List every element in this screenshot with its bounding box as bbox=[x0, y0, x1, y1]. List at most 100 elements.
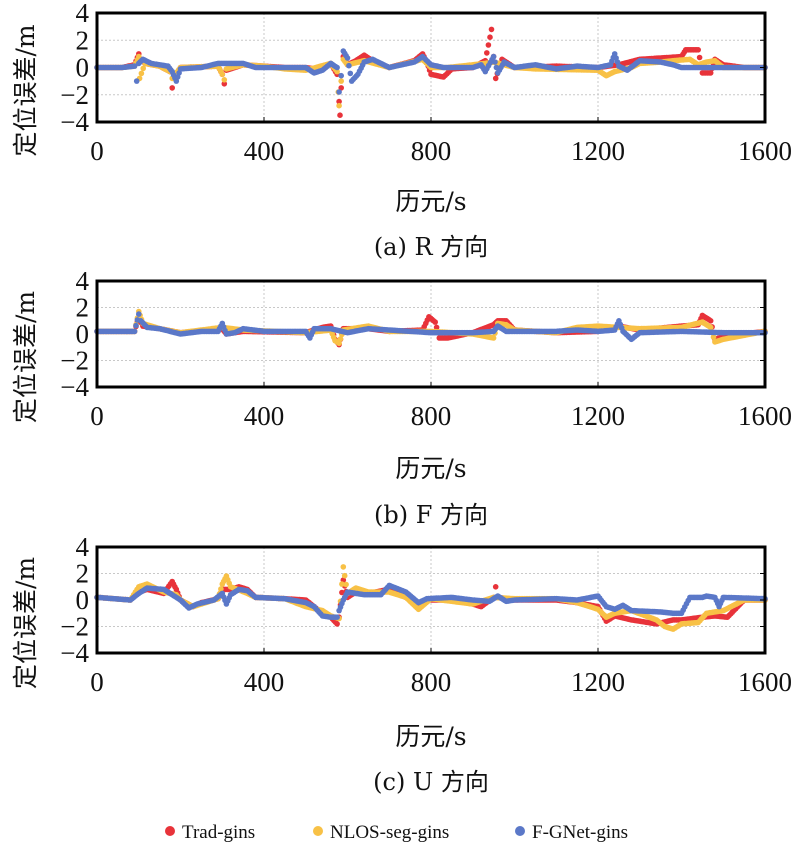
data-point bbox=[432, 319, 439, 325]
data-point bbox=[140, 65, 146, 72]
data-point bbox=[710, 334, 717, 340]
y-tick-labels: 420−2−4 bbox=[60, 0, 89, 137]
y-tick-label: −2 bbox=[60, 346, 89, 376]
data-point bbox=[169, 85, 175, 91]
legend-label: F-GNet-gins bbox=[532, 822, 628, 843]
x-tick-label: 0 bbox=[90, 401, 104, 431]
data-point bbox=[221, 77, 228, 83]
data-point bbox=[338, 78, 345, 84]
y-tick-label: −4 bbox=[60, 372, 89, 402]
data-point bbox=[343, 581, 349, 588]
legend-item-f-gnet-gins: F-GNet-gins bbox=[515, 822, 628, 843]
data-points bbox=[94, 308, 768, 348]
x-tick-label: 800 bbox=[411, 667, 452, 697]
data-points bbox=[94, 564, 768, 632]
legend-marker-icon bbox=[165, 826, 175, 836]
data-point bbox=[341, 572, 348, 579]
legend: Trad-gins NLOS-seg-gins F-GNet-gins bbox=[165, 822, 628, 843]
series-f-gnet-gins bbox=[94, 311, 768, 343]
panel-a: 420−2−4 0 400 800 1200 1600 定位误差/m 历元/s (a) … bbox=[11, 0, 792, 261]
panel-caption: (c) U 方向 bbox=[373, 768, 489, 796]
data-point bbox=[488, 26, 495, 33]
data-point bbox=[344, 55, 351, 61]
y-tick-label: 0 bbox=[76, 53, 90, 83]
data-point bbox=[133, 322, 139, 329]
x-tick-labels: 0 400 800 1200 1600 bbox=[90, 401, 792, 431]
y-tick-label: 2 bbox=[76, 25, 90, 55]
y-axis-label: 定位误差/m bbox=[11, 24, 40, 156]
data-point bbox=[136, 53, 142, 60]
panel-c: 420−2−4 0 400 800 1200 1600 定位误差/m 历元/s (c) … bbox=[11, 532, 792, 796]
data-point bbox=[337, 112, 343, 118]
data-point bbox=[338, 72, 345, 79]
data-point bbox=[707, 70, 714, 76]
data-point bbox=[136, 311, 142, 317]
panel-caption: (b) F 方向 bbox=[374, 501, 488, 529]
x-tick-label: 400 bbox=[244, 667, 285, 697]
data-point bbox=[334, 68, 340, 75]
y-tick-label: −4 bbox=[60, 107, 89, 137]
data-point bbox=[347, 70, 354, 77]
panel-caption: (a) R 方向 bbox=[374, 233, 488, 261]
data-point bbox=[339, 589, 345, 596]
x-tick-label: 400 bbox=[244, 401, 285, 431]
data-point bbox=[131, 63, 138, 69]
y-tick-labels: 420−2−4 bbox=[60, 266, 89, 402]
x-tick-label: 800 bbox=[411, 136, 452, 166]
data-point bbox=[485, 42, 492, 48]
y-tick-label: 0 bbox=[76, 319, 90, 349]
panel-b: 420−2−4 0 400 800 1200 1600 定位误差/m 历元/s (b) … bbox=[11, 266, 792, 529]
y-tick-labels: 420−2−4 bbox=[60, 532, 89, 668]
x-tick-label: 1600 bbox=[738, 136, 792, 166]
legend-marker-icon bbox=[515, 826, 525, 836]
legend-label: NLOS-seg-gins bbox=[330, 822, 449, 843]
data-point bbox=[131, 328, 138, 335]
y-axis-label: 定位误差/m bbox=[11, 291, 40, 423]
data-point bbox=[492, 75, 499, 82]
legend-label: Trad-gins bbox=[182, 822, 255, 843]
x-axis-label: 历元/s bbox=[395, 454, 466, 483]
x-tick-label: 1600 bbox=[738, 401, 792, 431]
x-axis-label: 历元/s bbox=[395, 722, 466, 751]
data-point bbox=[340, 564, 347, 570]
data-point bbox=[133, 78, 140, 84]
data-point bbox=[707, 324, 714, 331]
y-tick-label: 2 bbox=[76, 293, 90, 323]
data-point bbox=[219, 71, 226, 78]
data-point bbox=[336, 98, 342, 105]
data-point bbox=[707, 318, 714, 324]
data-point bbox=[218, 586, 224, 592]
data-point bbox=[696, 54, 703, 61]
legend-item-nlos-seg-gins: NLOS-seg-gins bbox=[313, 822, 449, 843]
data-point bbox=[487, 34, 493, 40]
series-f-gnet-gins bbox=[94, 582, 768, 620]
data-point bbox=[334, 621, 340, 627]
x-tick-labels: 0 400 800 1200 1600 bbox=[90, 136, 792, 166]
data-point bbox=[492, 59, 498, 65]
x-tick-label: 1200 bbox=[571, 667, 625, 697]
y-tick-label: −4 bbox=[60, 638, 89, 668]
x-tick-label: 0 bbox=[90, 136, 104, 166]
x-tick-label: 800 bbox=[411, 401, 452, 431]
data-point bbox=[490, 335, 497, 341]
x-axis-label: 历元/s bbox=[395, 187, 466, 216]
y-tick-label: 2 bbox=[76, 559, 90, 589]
x-tick-label: 0 bbox=[90, 667, 104, 697]
x-tick-labels: 0 400 800 1200 1600 bbox=[90, 667, 792, 697]
grid-lines bbox=[97, 13, 765, 122]
y-tick-label: 4 bbox=[76, 532, 90, 562]
data-point bbox=[433, 324, 440, 331]
data-points bbox=[94, 26, 768, 118]
y-axis-label: 定位误差/m bbox=[11, 557, 40, 689]
data-point bbox=[484, 50, 490, 56]
data-point bbox=[490, 53, 497, 60]
x-tick-label: 1200 bbox=[571, 401, 625, 431]
legend-item-trad-gins: Trad-gins bbox=[165, 822, 255, 843]
data-point bbox=[334, 64, 340, 71]
y-tick-label: −2 bbox=[60, 612, 89, 642]
y-tick-label: −2 bbox=[60, 80, 89, 110]
data-point bbox=[492, 584, 499, 590]
data-point bbox=[334, 614, 340, 620]
y-tick-label: 4 bbox=[76, 0, 90, 28]
